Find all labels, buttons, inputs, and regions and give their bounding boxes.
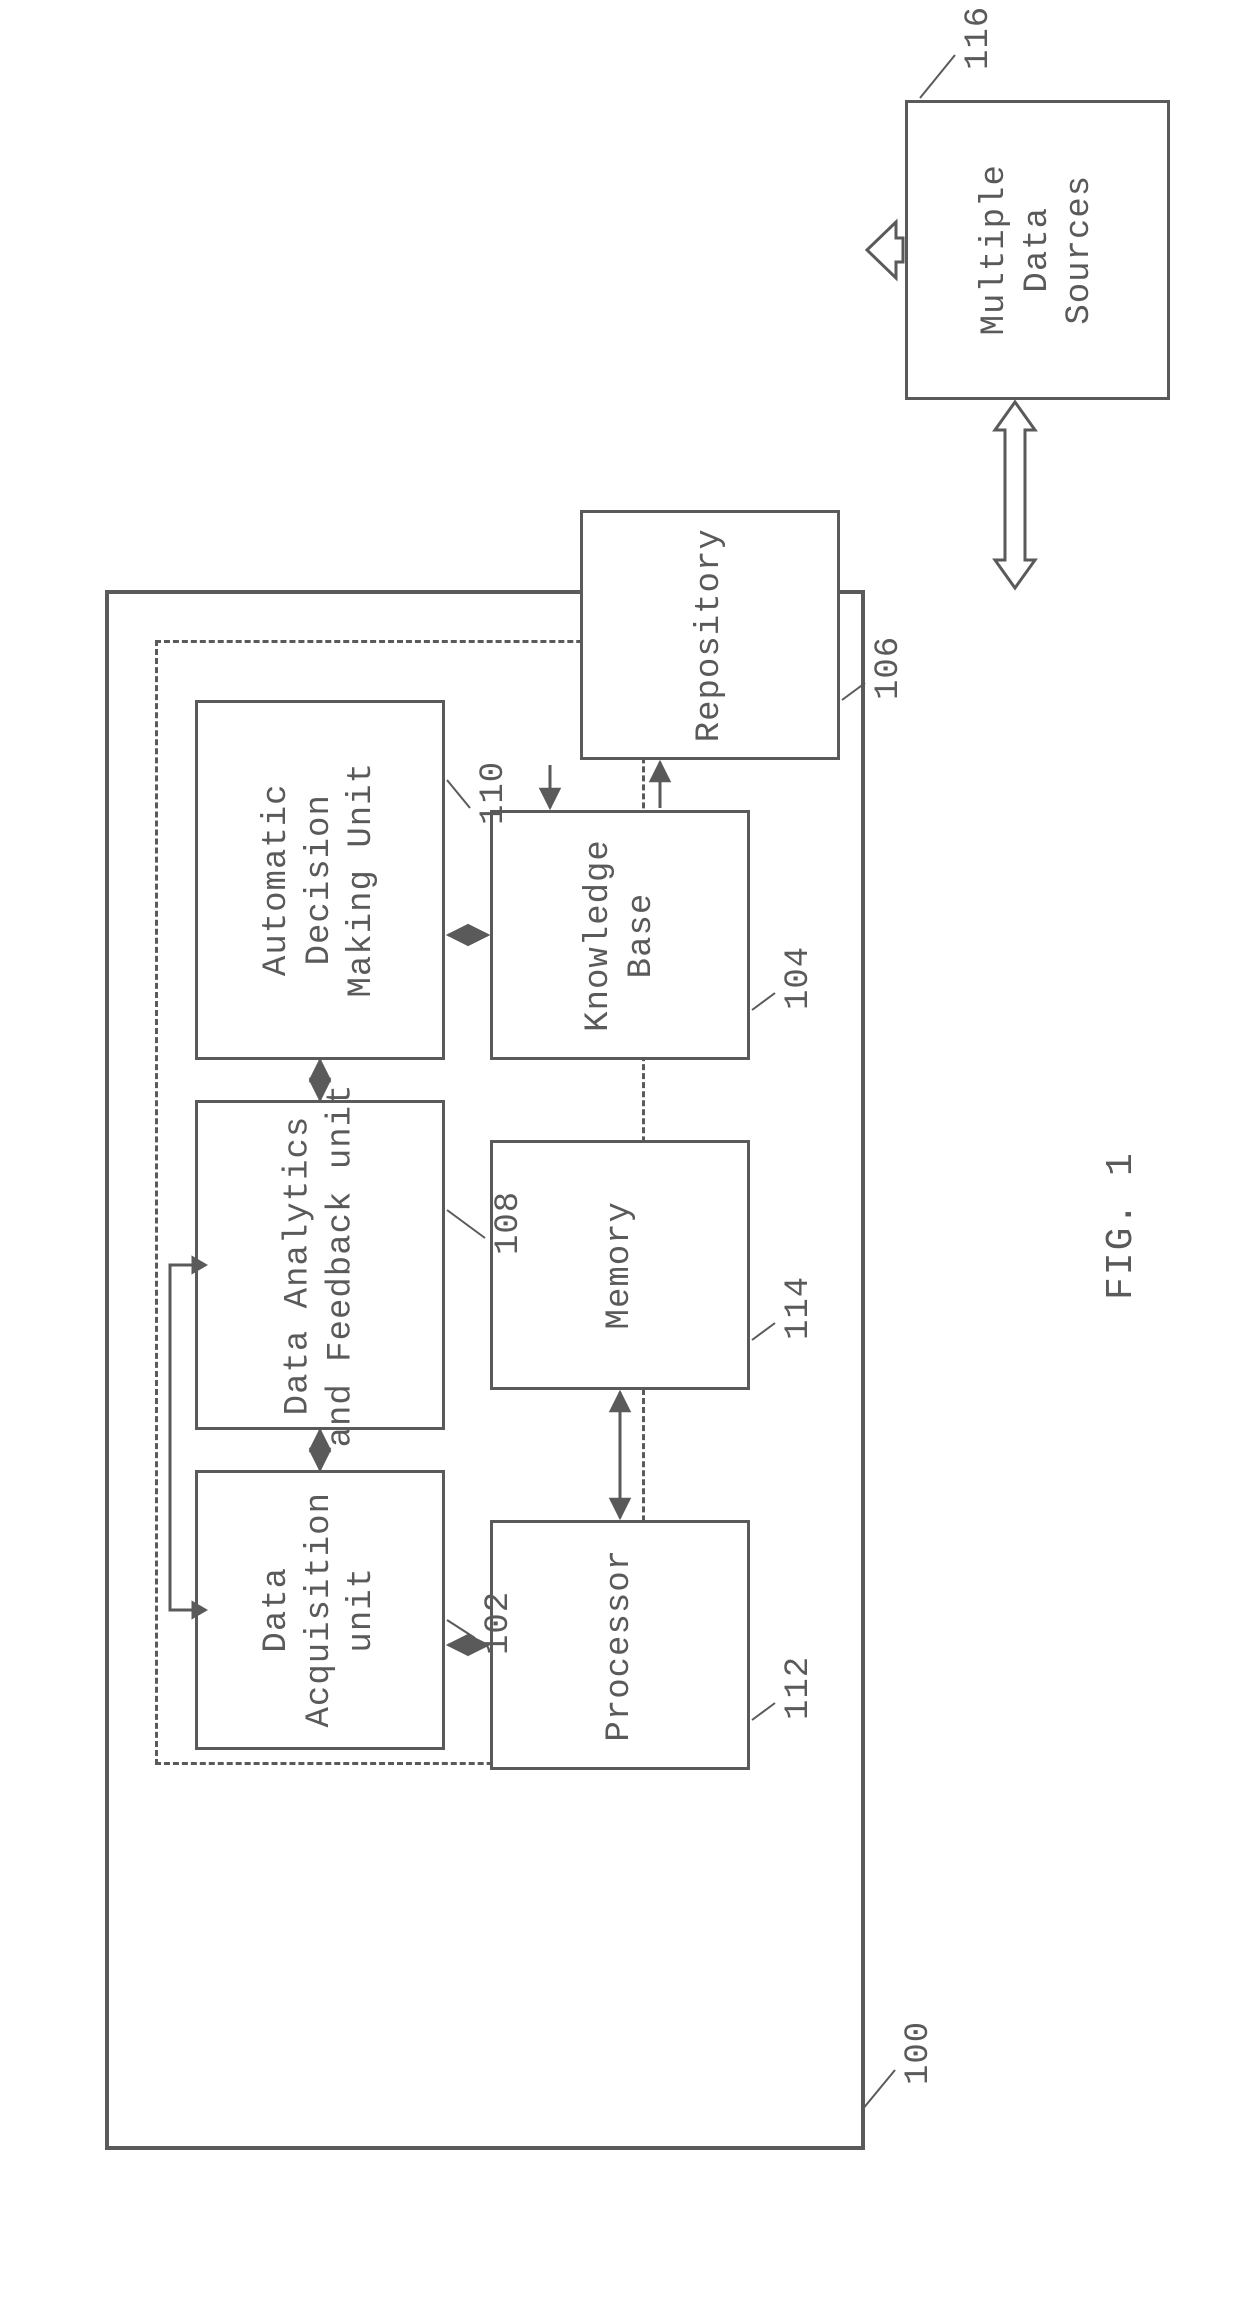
ref-116: 116 xyxy=(960,6,998,70)
node-label: Data Acquisition unit xyxy=(256,1492,384,1727)
node-memory: Memory xyxy=(490,1140,750,1390)
node-label: Memory xyxy=(599,1201,642,1329)
node-automatic-decision-making: Automatic Decision Making Unit xyxy=(195,700,445,1060)
node-data-acquisition: Data Acquisition unit xyxy=(195,1470,445,1750)
node-multiple-data-sources: Multiple Data Sources xyxy=(905,100,1170,400)
ref-100: 100 xyxy=(900,2021,938,2085)
node-label: Knowledge Base xyxy=(577,839,662,1032)
ref-112: 112 xyxy=(780,1656,818,1720)
ref-114: 114 xyxy=(780,1276,818,1340)
node-label: Automatic Decision Making Unit xyxy=(256,762,384,997)
figure-canvas: Data Acquisition unit Data Analytics and… xyxy=(0,0,1240,2311)
node-knowledge-base: Knowledge Base xyxy=(490,810,750,1060)
ref-102: 102 xyxy=(480,1591,518,1655)
node-processor: Processor xyxy=(490,1520,750,1770)
ref-108: 108 xyxy=(490,1191,528,1255)
ref-106: 106 xyxy=(870,636,908,700)
ref-104: 104 xyxy=(780,946,818,1010)
node-label: Repository xyxy=(689,528,732,742)
node-data-analytics-feedback: Data Analytics and Feedback unit xyxy=(195,1100,445,1430)
node-label: Processor xyxy=(599,1549,642,1742)
figure-caption: FIG. 1 xyxy=(1100,1151,1143,1300)
node-label: Data Analytics and Feedback unit xyxy=(278,1083,363,1447)
node-label: Multiple Data Sources xyxy=(974,164,1102,335)
ref-110: 110 xyxy=(475,761,513,825)
node-repository: Repository xyxy=(580,510,840,760)
